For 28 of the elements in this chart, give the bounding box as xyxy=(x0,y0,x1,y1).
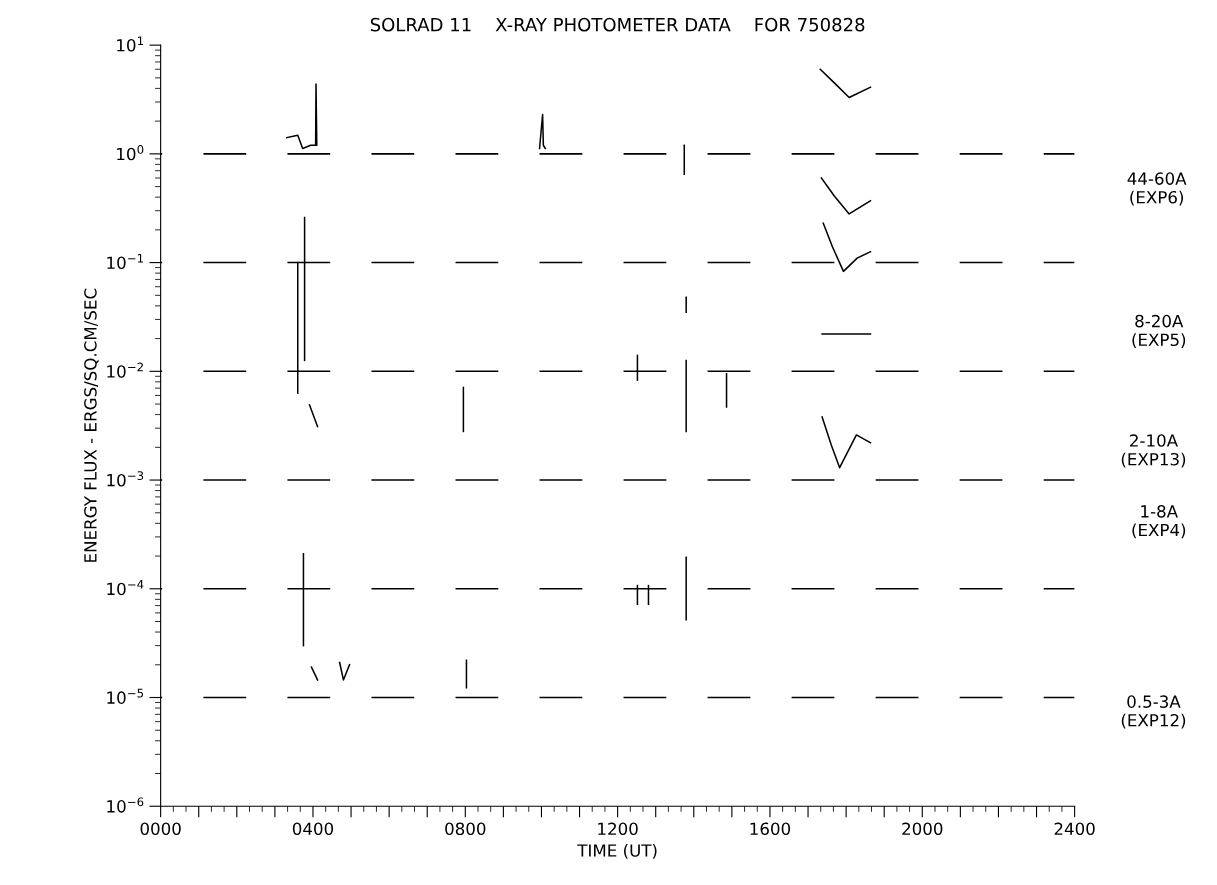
x-tick-label: 1600 xyxy=(750,822,791,836)
line-series xyxy=(819,68,872,99)
y-tick-label: 10$^{−2}$ xyxy=(107,362,143,378)
y-tick-label: 10$^{−6}$ xyxy=(107,797,144,813)
y-tick-label: 10$^{1}$ xyxy=(117,36,144,52)
x-tick-label: 2400 xyxy=(1054,822,1095,836)
y-tick-label: 10$^{−3}$ xyxy=(107,471,144,487)
text: 8-20A (EXP5) xyxy=(1132,314,1186,348)
x-tick-label: 0400 xyxy=(292,822,334,836)
line-series xyxy=(285,83,318,150)
x-tick-label: 2000 xyxy=(902,822,943,836)
line-series xyxy=(821,416,872,469)
text: 0.5-3A (EXP12) xyxy=(1121,695,1186,729)
y-tick-label: 10$^{−5}$ xyxy=(107,688,144,704)
y-tick-label: 10$^{−4}$ xyxy=(107,580,144,596)
text: 1-8A (EXP4) xyxy=(1132,505,1186,539)
chart-title: SOLRAD 11 X-RAY PHOTOMETER DATA FOR 750828 xyxy=(370,17,865,32)
x-tick-label: 0800 xyxy=(445,822,486,836)
text: 44-60A (EXP6) xyxy=(1127,172,1187,206)
x-tick-label: 1200 xyxy=(598,822,638,836)
y-tick-label: 10$^{0}$ xyxy=(117,145,144,161)
y-tick-label: 10$^{−1}$ xyxy=(107,253,143,270)
line-series xyxy=(822,222,872,273)
text: 2-10A (EXP13) xyxy=(1121,434,1186,468)
x-axis-title: TIME (UT) xyxy=(577,843,657,859)
x-tick-label: 0000 xyxy=(140,822,181,836)
y-axis-title: ENERGY FLUX - ERGS/SQ.CM/SEC xyxy=(84,288,99,562)
line-series xyxy=(820,177,872,215)
